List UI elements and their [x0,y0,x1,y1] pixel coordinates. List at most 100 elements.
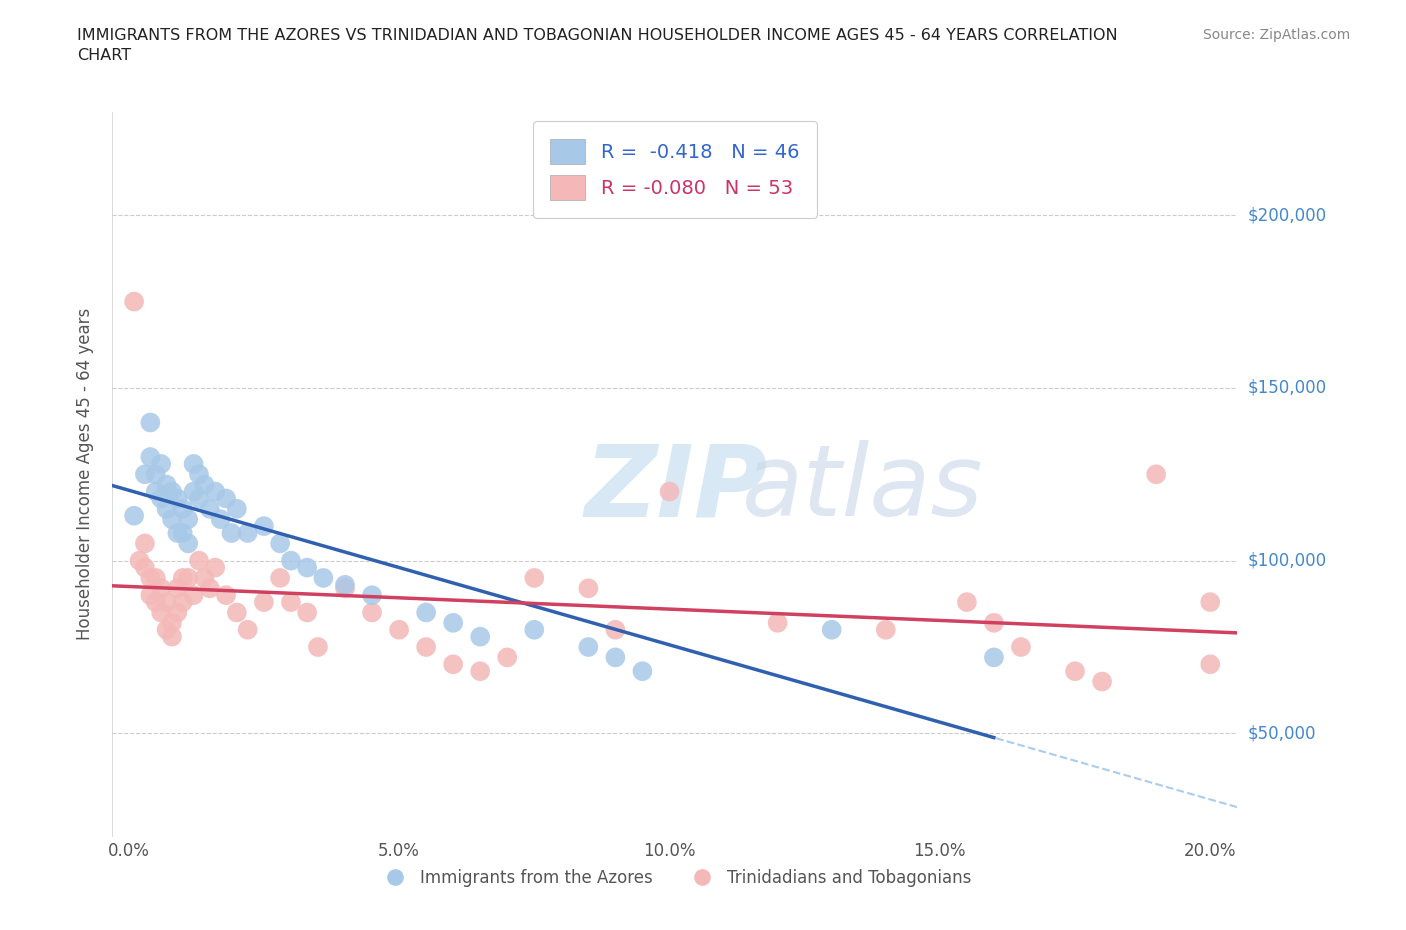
Point [253,519,276,534]
Point [160,485,183,499]
Point [166,491,188,506]
Point [253,594,276,609]
Point [209,512,232,526]
Point [160,616,183,631]
Point [145,594,167,609]
Point [172,525,194,540]
Point [875,622,897,637]
Point [470,630,492,644]
Text: IMMIGRANTS FROM THE AZORES VS TRINIDADIAN AND TOBAGONIAN HOUSEHOLDER INCOME AGES: IMMIGRANTS FROM THE AZORES VS TRINIDADIA… [77,28,1118,62]
Point [658,485,681,499]
Point [269,570,291,585]
Point [1010,640,1032,655]
Point [204,560,226,575]
Point [361,588,384,603]
Point [172,594,194,609]
Point [956,594,979,609]
Point [172,501,194,516]
Point [155,477,177,492]
Point [215,588,238,603]
Point [193,477,215,492]
Point [415,640,437,655]
Point [188,491,211,506]
Point [236,622,259,637]
Point [225,605,247,620]
Point [605,650,627,665]
Point [188,467,211,482]
Point [155,594,177,609]
Point [204,485,226,499]
Point [139,449,162,464]
Point [295,605,318,620]
Point [145,467,167,482]
Point [269,536,291,551]
Point [470,664,492,679]
Point [225,501,247,516]
Point [145,485,167,499]
Point [361,605,384,620]
Point [1091,674,1114,689]
Point [312,570,335,585]
Point [150,581,173,596]
Point [160,512,183,526]
Point [215,491,238,506]
Point [523,622,546,637]
Point [134,467,156,482]
Point [821,622,844,637]
Point [122,294,145,309]
Point [295,560,318,575]
Point [333,581,356,596]
Point [166,525,188,540]
Point [576,581,599,596]
Point [183,457,205,472]
Point [198,581,221,596]
Point [145,570,167,585]
Point [441,657,464,671]
Point [983,650,1005,665]
Point [139,415,162,430]
Point [188,553,211,568]
Point [134,560,156,575]
Text: $200,000: $200,000 [1249,206,1327,224]
Text: atlas: atlas [742,440,984,538]
Point [631,664,654,679]
Point [221,525,243,540]
Point [198,501,221,516]
Point [1144,467,1167,482]
Point [128,553,150,568]
Legend: Immigrants from the Azores, Trinidadians and Tobagonians: Immigrants from the Azores, Trinidadians… [371,863,979,894]
Point [415,605,437,620]
Point [496,650,519,665]
Point [177,536,200,551]
Point [280,553,302,568]
Point [177,570,200,585]
Point [523,570,546,585]
Point [280,594,302,609]
Point [166,605,188,620]
Text: $50,000: $50,000 [1249,724,1316,742]
Point [983,616,1005,631]
Point [1199,594,1222,609]
Point [307,640,329,655]
Point [183,485,205,499]
Point [155,622,177,637]
Point [183,588,205,603]
Point [122,509,145,524]
Text: $100,000: $100,000 [1249,551,1327,570]
Point [150,457,173,472]
Y-axis label: Householder Income Ages 45 - 64 years: Householder Income Ages 45 - 64 years [76,308,94,641]
Point [160,630,183,644]
Point [333,578,356,592]
Point [1199,657,1222,671]
Point [172,570,194,585]
Text: ZIP: ZIP [585,440,768,538]
Point [1064,664,1087,679]
Point [576,640,599,655]
Text: Source: ZipAtlas.com: Source: ZipAtlas.com [1202,28,1350,42]
Point [388,622,411,637]
Point [766,616,789,631]
Point [155,501,177,516]
Point [150,491,173,506]
Point [236,525,259,540]
Point [605,622,627,637]
